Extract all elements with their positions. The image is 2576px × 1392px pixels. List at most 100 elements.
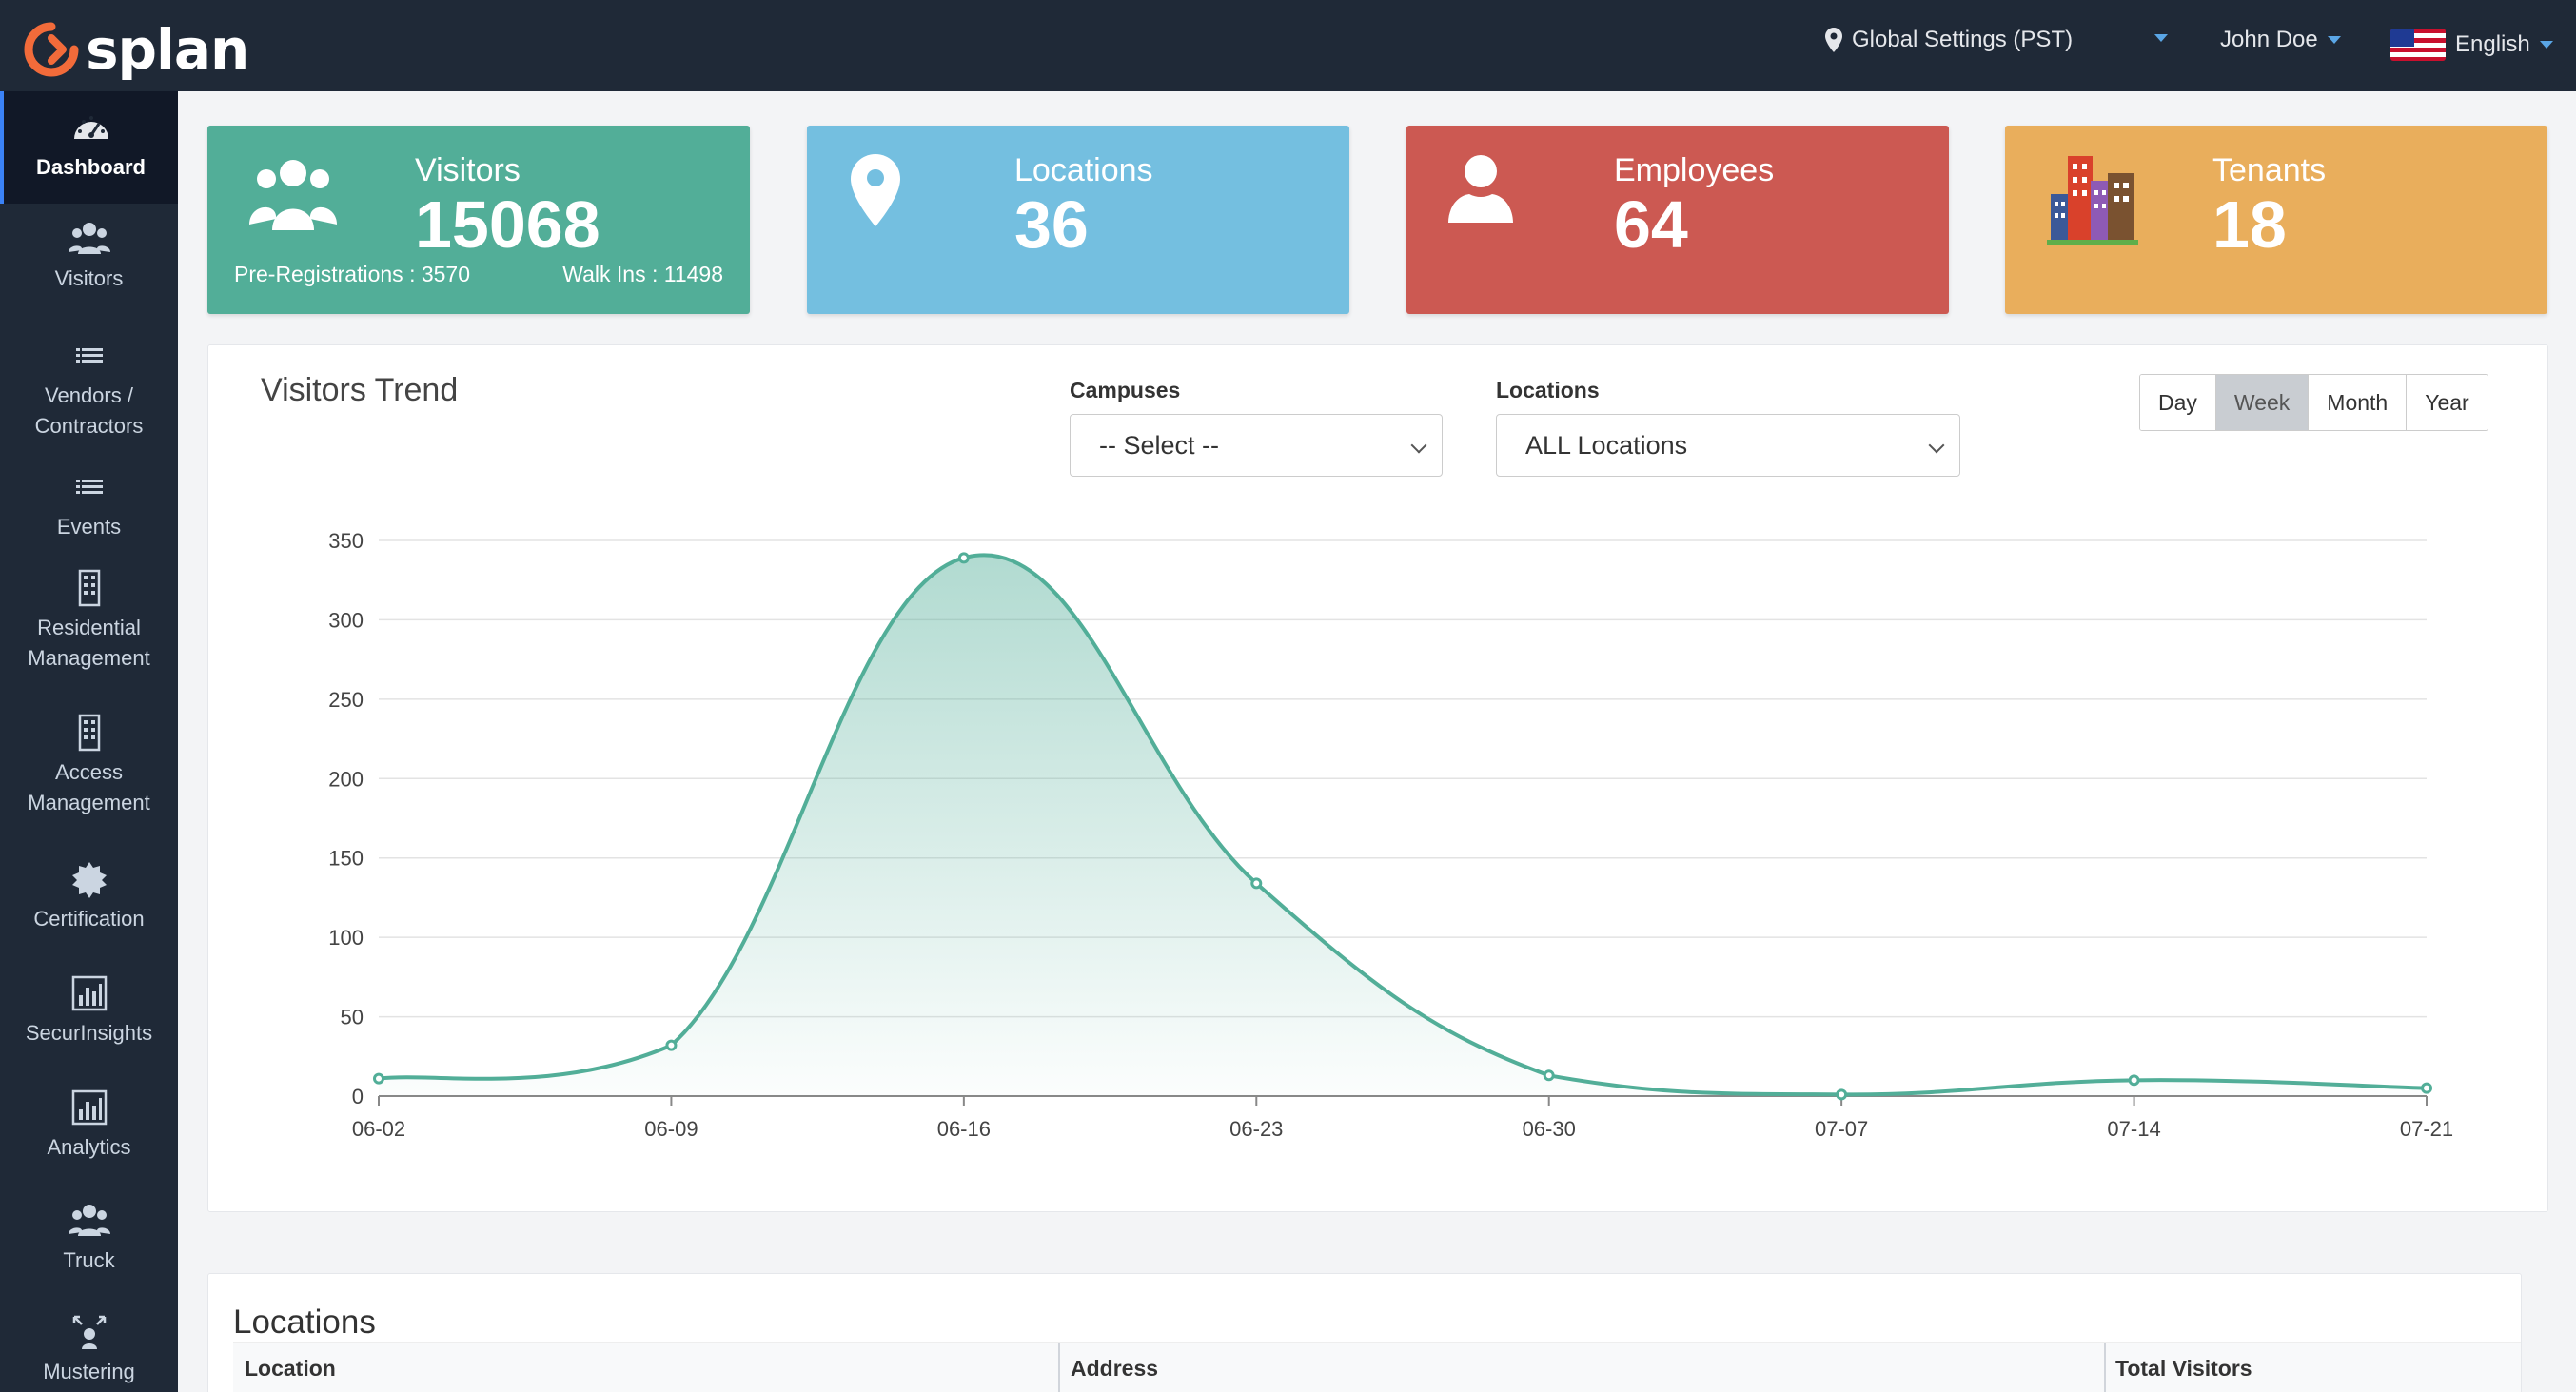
sidebar-item-label: SecurInsights xyxy=(25,1021,153,1045)
sidebar-item-truck[interactable]: Truck xyxy=(0,1202,178,1276)
tenants-card-value: 18 xyxy=(2212,187,2287,262)
chevron-down-icon xyxy=(2539,41,2553,49)
x-tick-label: 07-14 xyxy=(2107,1117,2160,1141)
tenants-card-title: Tenants xyxy=(2212,152,2327,188)
range-toggle-group: Day Week Month Year xyxy=(2139,374,2488,431)
data-point xyxy=(373,1072,384,1085)
tenants-card[interactable]: Tenants 18 xyxy=(2005,126,2547,314)
map-pin-icon xyxy=(1825,28,1842,52)
y-tick-label: 100 xyxy=(328,926,364,950)
locations-card[interactable]: Locations 36 xyxy=(807,126,1349,314)
bar-chart-icon xyxy=(71,1089,107,1126)
range-month-button[interactable]: Month xyxy=(2309,375,2408,430)
buildings-icon xyxy=(2047,156,2138,245)
sidebar-item-visitors[interactable]: Visitors xyxy=(0,220,178,294)
x-tick-label: 06-09 xyxy=(644,1117,698,1141)
x-tick-label: 07-21 xyxy=(2400,1117,2453,1141)
sidebar-item-label: Mustering xyxy=(43,1360,135,1383)
series-line xyxy=(378,553,2428,1097)
visitors-trend-chart: 0 50 100 150 200 250 300 350 06-02 06-09 06-16 06-2… xyxy=(328,529,2453,1141)
column-divider xyxy=(2104,1343,2106,1392)
sidebar-item-vendors[interactable]: Vendors / Contractors xyxy=(0,337,178,441)
building-icon xyxy=(78,569,100,607)
x-tick-label: 06-30 xyxy=(1523,1117,1576,1141)
locations-table-title: Locations xyxy=(233,1304,376,1341)
global-settings-caret[interactable] xyxy=(2154,34,2168,42)
sidebar: Dashboard Visitors Vendors / Contractors… xyxy=(0,91,178,1392)
splan-logo[interactable]: splan xyxy=(23,17,249,82)
y-tick-label: 250 xyxy=(328,688,364,712)
users-icon xyxy=(68,1205,110,1236)
chevron-down-icon xyxy=(2327,36,2341,44)
y-tick-label: 200 xyxy=(328,767,364,791)
chevron-down-icon xyxy=(1410,437,1427,454)
range-day-button[interactable]: Day xyxy=(2140,375,2216,430)
employees-card-title: Employees xyxy=(1614,152,1775,188)
sidebar-item-residential-management[interactable]: Residential Management xyxy=(0,569,178,674)
global-settings-dropdown[interactable]: Global Settings (PST) xyxy=(1825,27,2073,53)
sidebar-item-label: Certification xyxy=(33,907,145,931)
badge-icon xyxy=(71,862,107,898)
y-tick-label: 50 xyxy=(341,1006,364,1029)
list-icon xyxy=(75,348,103,363)
sidebar-item-events[interactable]: Events xyxy=(0,468,178,542)
x-tick-label: 06-02 xyxy=(352,1117,405,1141)
locations-table-header: Location Address Total Visitors xyxy=(233,1342,2521,1392)
locations-select-value: ALL Locations xyxy=(1525,430,1688,460)
visitors-card[interactable]: Visitors 15068 Pre-Registrations : 3570 … xyxy=(207,126,750,314)
language-menu[interactable]: English xyxy=(2390,29,2553,61)
dashboard-icon xyxy=(73,116,108,139)
sidebar-item-certification[interactable]: Certification xyxy=(0,860,178,934)
mustering-icon xyxy=(72,1315,106,1349)
chevron-down-icon xyxy=(2154,34,2168,42)
data-point xyxy=(2128,1074,2140,1087)
sidebar-item-label: Residential xyxy=(37,616,141,639)
data-point xyxy=(1543,1069,1555,1082)
locations-select[interactable]: ALL Locations xyxy=(1496,414,1960,477)
range-year-button[interactable]: Year xyxy=(2407,375,2488,430)
sidebar-item-label-line2: Management xyxy=(28,646,150,670)
x-tick-label: 06-23 xyxy=(1229,1117,1283,1141)
sidebar-item-mustering[interactable]: Mustering xyxy=(0,1313,178,1387)
sidebar-item-dashboard[interactable]: Dashboard xyxy=(0,91,178,204)
visitors-card-title: Visitors xyxy=(415,152,521,188)
map-pin-icon xyxy=(851,154,900,226)
user-menu[interactable]: John Doe xyxy=(2220,27,2341,53)
sidebar-item-label: Truck xyxy=(63,1248,115,1272)
user-name: John Doe xyxy=(2220,27,2318,52)
campuses-select-value: -- Select -- xyxy=(1099,430,1220,460)
bar-chart-icon xyxy=(71,975,107,1011)
global-settings-label: Global Settings (PST) xyxy=(1852,27,2074,52)
user-icon xyxy=(1448,155,1513,223)
y-tick-label: 350 xyxy=(328,529,364,553)
sidebar-item-analytics[interactable]: Analytics xyxy=(0,1088,178,1163)
pre-registrations-count: Pre-Registrations : 3570 xyxy=(234,262,471,286)
campuses-select[interactable]: -- Select -- xyxy=(1070,414,1443,477)
users-icon xyxy=(249,160,337,230)
range-week-button[interactable]: Week xyxy=(2215,375,2310,430)
sidebar-item-label: Access xyxy=(55,760,123,784)
column-header-location[interactable]: Location xyxy=(245,1356,336,1381)
x-tick-label: 07-07 xyxy=(1815,1117,1868,1141)
campuses-label: Campuses xyxy=(1070,378,1181,402)
sidebar-item-label-line2: Contractors xyxy=(34,414,144,438)
y-tick-label: 0 xyxy=(352,1085,364,1108)
x-tick-label: 06-16 xyxy=(937,1117,991,1141)
visitors-card-value: 15068 xyxy=(415,187,600,262)
sidebar-item-securinsights[interactable]: SecurInsights xyxy=(0,974,178,1049)
us-flag-icon xyxy=(2390,29,2446,61)
sidebar-item-label: Visitors xyxy=(54,266,124,290)
column-header-address[interactable]: Address xyxy=(1071,1356,1159,1381)
sidebar-item-label: Vendors / xyxy=(45,383,133,407)
locations-filter-label: Locations xyxy=(1496,378,1600,402)
top-navbar: splan Global Settings (PST) John Doe Eng… xyxy=(0,0,2576,91)
logo-text: splan xyxy=(86,17,249,82)
column-header-total-visitors[interactable]: Total Visitors xyxy=(2115,1356,2252,1381)
y-tick-label: 150 xyxy=(328,847,364,871)
building-icon xyxy=(78,714,100,752)
sidebar-item-access-management[interactable]: Access Management xyxy=(0,714,178,818)
list-icon xyxy=(75,480,103,494)
employees-card[interactable]: Employees 64 xyxy=(1406,126,1949,314)
y-tick-label: 300 xyxy=(328,608,364,632)
sidebar-item-label-line2: Management xyxy=(28,791,150,814)
